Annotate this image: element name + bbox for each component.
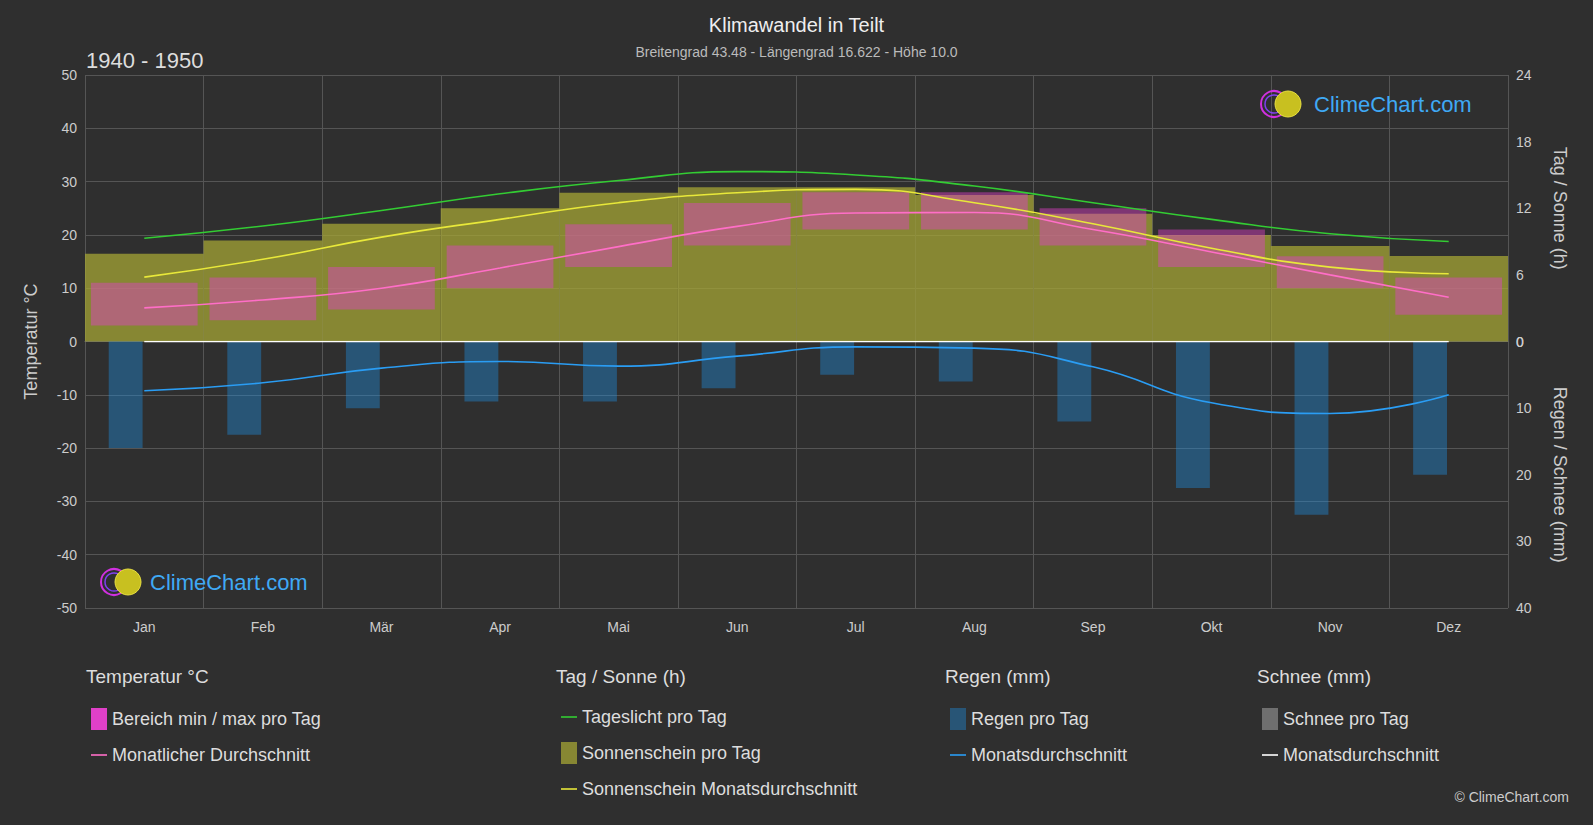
svg-text:Okt: Okt — [1201, 619, 1223, 635]
svg-text:ClimeChart.com: ClimeChart.com — [150, 570, 308, 595]
svg-text:1940 - 1950: 1940 - 1950 — [86, 48, 203, 73]
svg-text:10: 10 — [1516, 400, 1532, 416]
svg-text:Tageslicht pro Tag: Tageslicht pro Tag — [582, 707, 727, 727]
svg-text:0: 0 — [69, 334, 77, 350]
svg-text:40: 40 — [61, 120, 77, 136]
svg-text:Jun: Jun — [726, 619, 749, 635]
svg-text:Regen / Schnee (mm): Regen / Schnee (mm) — [1550, 387, 1570, 563]
svg-text:-10: -10 — [57, 387, 77, 403]
svg-text:18: 18 — [1516, 134, 1532, 150]
svg-text:0: 0 — [1516, 334, 1524, 350]
svg-text:20: 20 — [61, 227, 77, 243]
svg-text:-50: -50 — [57, 600, 77, 616]
svg-text:Feb: Feb — [251, 619, 275, 635]
svg-text:Temperatur °C: Temperatur °C — [86, 666, 209, 687]
svg-text:Regen (mm): Regen (mm) — [945, 666, 1051, 687]
svg-text:© ClimeChart.com: © ClimeChart.com — [1454, 789, 1569, 805]
svg-text:Monatsdurchschnitt: Monatsdurchschnitt — [1283, 745, 1439, 765]
svg-text:Schnee (mm): Schnee (mm) — [1257, 666, 1371, 687]
svg-text:Schnee pro Tag: Schnee pro Tag — [1283, 709, 1409, 729]
svg-text:-40: -40 — [57, 547, 77, 563]
svg-text:Sep: Sep — [1080, 619, 1105, 635]
svg-text:Sonnenschein pro Tag: Sonnenschein pro Tag — [582, 743, 761, 763]
svg-text:20: 20 — [1516, 467, 1532, 483]
svg-text:6: 6 — [1516, 267, 1524, 283]
svg-text:Bereich min / max pro Tag: Bereich min / max pro Tag — [112, 709, 321, 729]
svg-text:Regen pro Tag: Regen pro Tag — [971, 709, 1089, 729]
svg-text:40: 40 — [1516, 600, 1532, 616]
svg-text:10: 10 — [61, 280, 77, 296]
svg-text:Apr: Apr — [489, 619, 511, 635]
svg-text:-30: -30 — [57, 493, 77, 509]
svg-text:Nov: Nov — [1318, 619, 1343, 635]
svg-text:30: 30 — [1516, 533, 1532, 549]
svg-text:24: 24 — [1516, 67, 1532, 83]
svg-text:Jan: Jan — [133, 619, 156, 635]
svg-text:Klimawandel in Teilt: Klimawandel in Teilt — [709, 14, 885, 36]
svg-text:12: 12 — [1516, 200, 1532, 216]
svg-text:-20: -20 — [57, 440, 77, 456]
svg-text:Aug: Aug — [962, 619, 987, 635]
svg-text:0: 0 — [1516, 334, 1524, 350]
svg-text:50: 50 — [61, 67, 77, 83]
svg-text:Dez: Dez — [1436, 619, 1461, 635]
svg-text:Monatlicher Durchschnitt: Monatlicher Durchschnitt — [112, 745, 310, 765]
svg-text:Tag / Sonne (h): Tag / Sonne (h) — [556, 666, 686, 687]
svg-text:Temperatur °C: Temperatur °C — [21, 283, 41, 399]
svg-text:ClimeChart.com: ClimeChart.com — [1314, 92, 1472, 117]
svg-text:Monatsdurchschnitt: Monatsdurchschnitt — [971, 745, 1127, 765]
svg-text:Breitengrad 43.48 - Längengrad: Breitengrad 43.48 - Längengrad 16.622 - … — [635, 44, 957, 60]
svg-text:Mär: Mär — [369, 619, 393, 635]
svg-text:30: 30 — [61, 174, 77, 190]
svg-text:Sonnenschein Monatsdurchschnit: Sonnenschein Monatsdurchschnitt — [582, 779, 857, 799]
svg-text:Tag / Sonne (h): Tag / Sonne (h) — [1550, 147, 1570, 270]
svg-text:Mai: Mai — [607, 619, 630, 635]
svg-text:Jul: Jul — [847, 619, 865, 635]
